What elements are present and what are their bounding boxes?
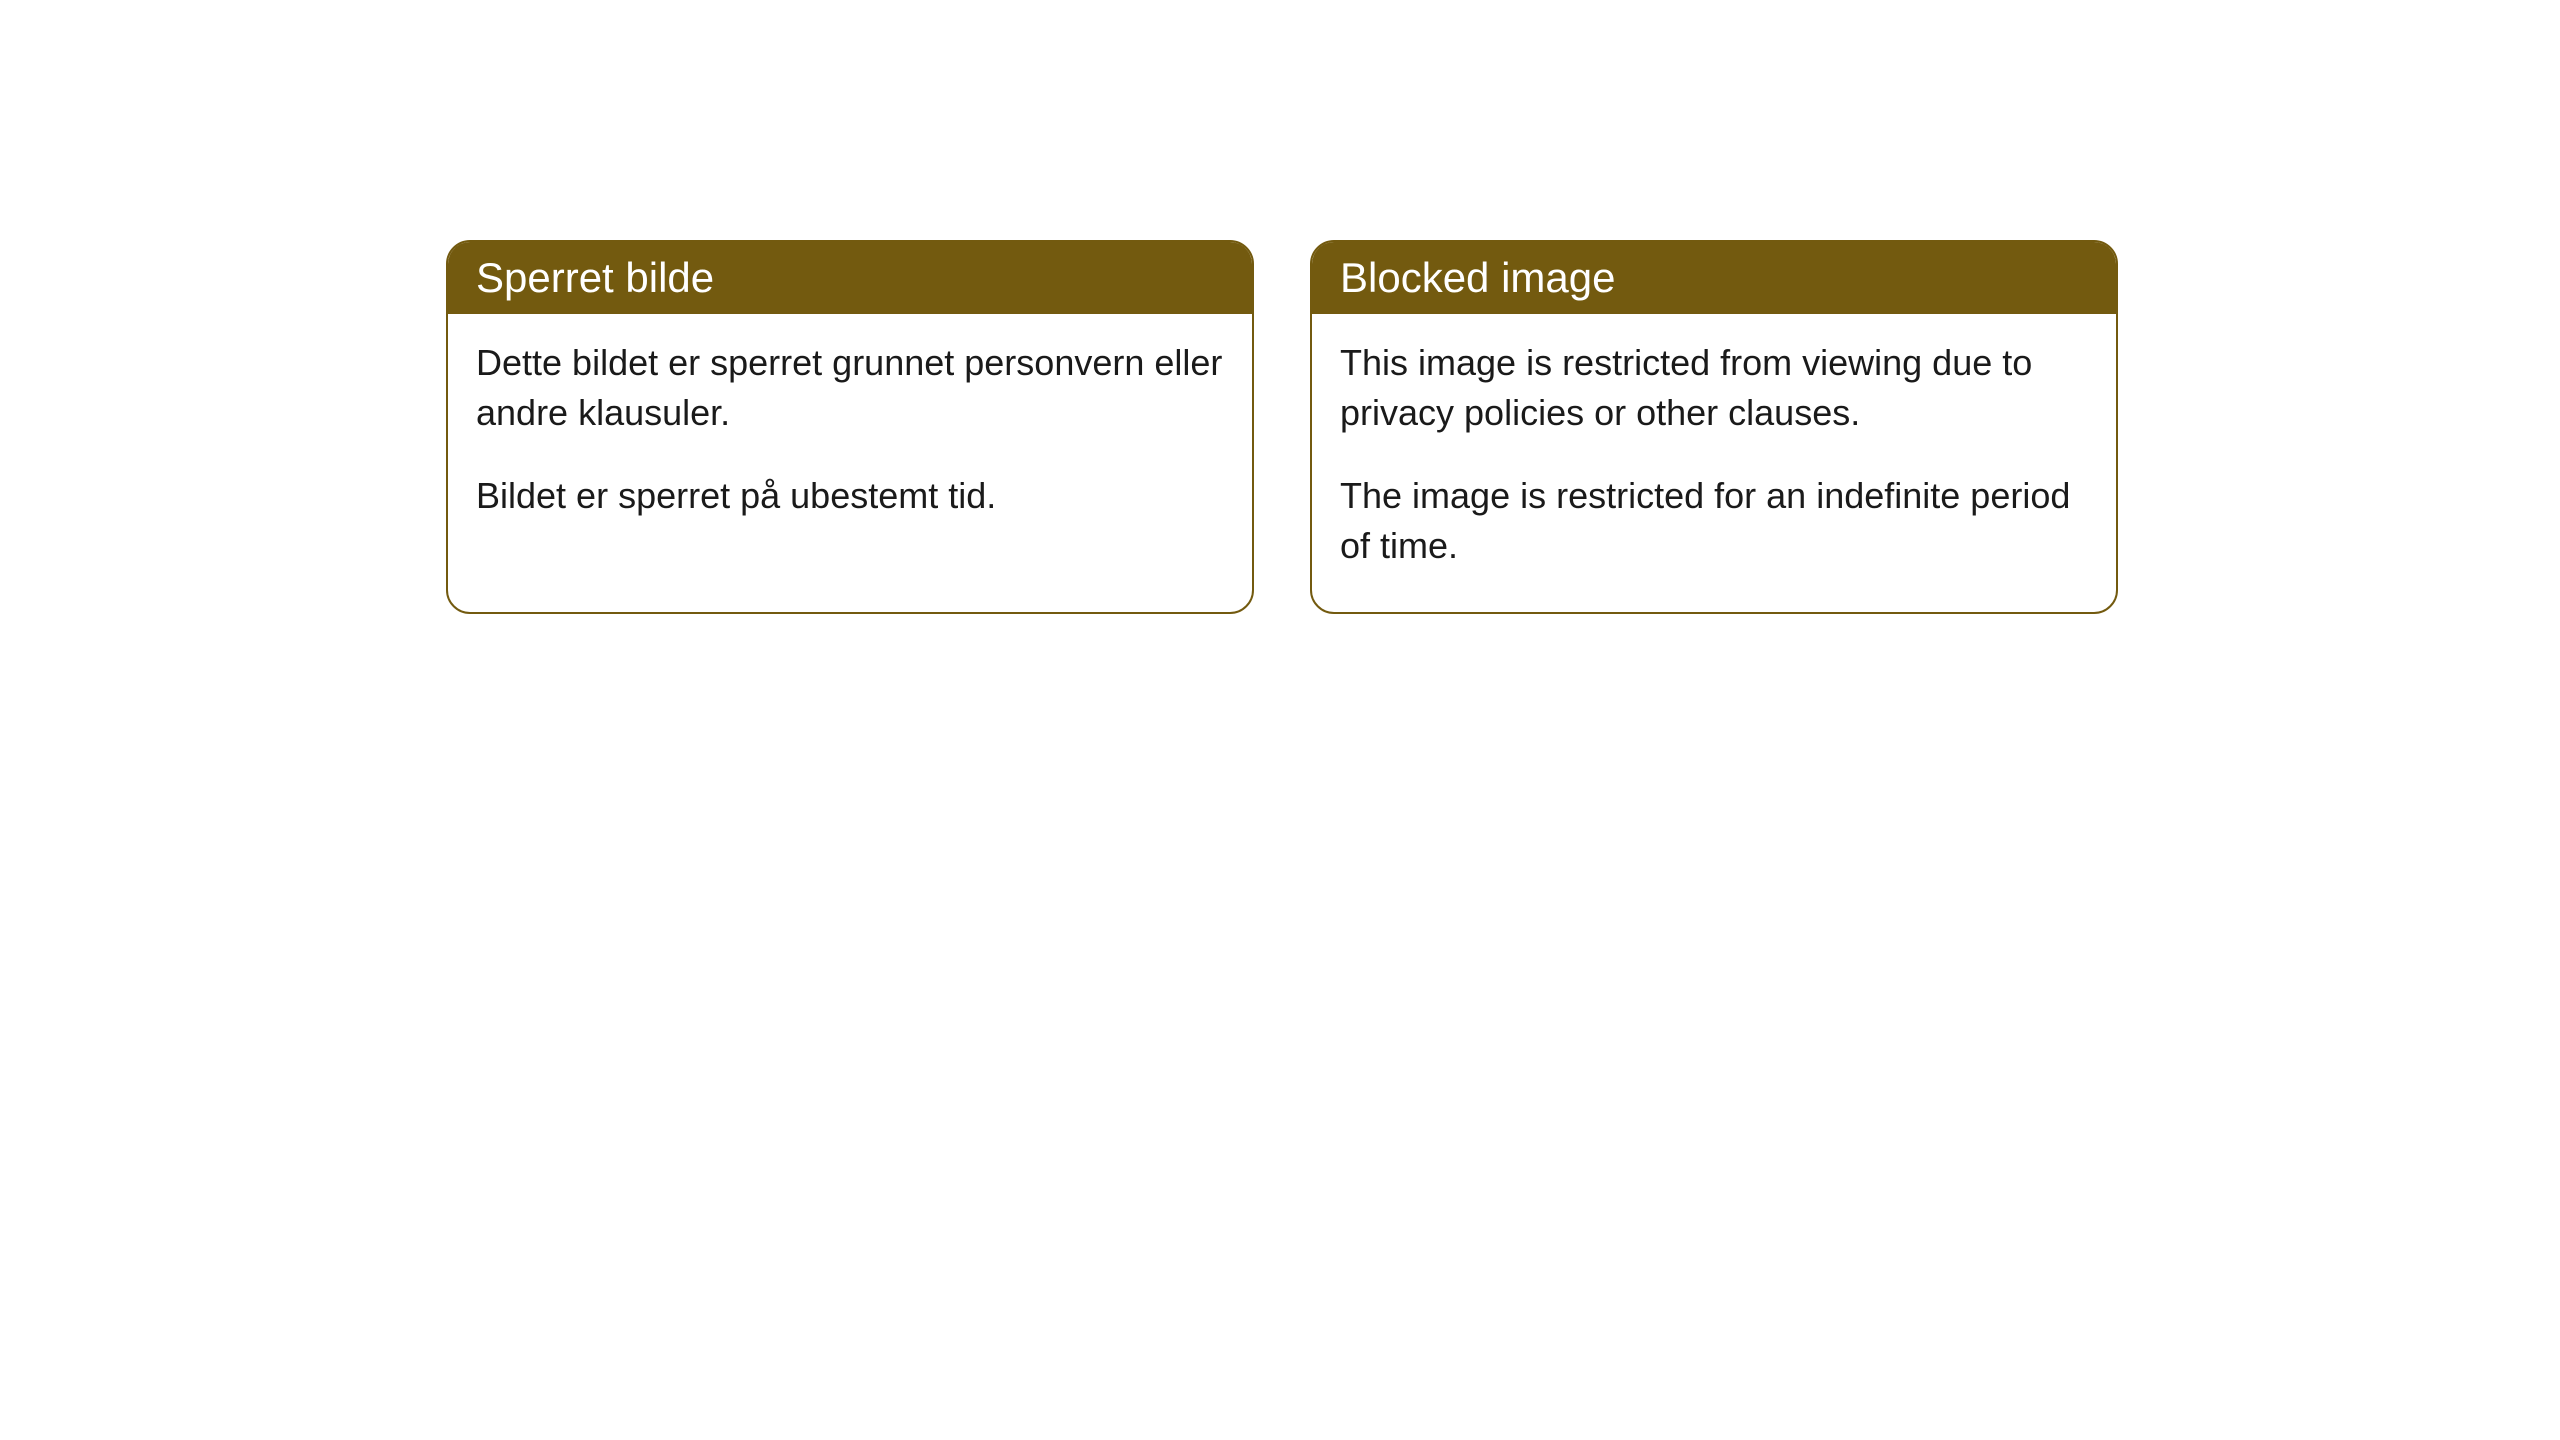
notice-header: Blocked image [1312,242,2116,314]
notice-header: Sperret bilde [448,242,1252,314]
notice-paragraph-1: Dette bildet er sperret grunnet personve… [476,338,1224,439]
notice-title: Sperret bilde [476,254,714,301]
notice-card-english: Blocked image This image is restricted f… [1310,240,2118,614]
notice-paragraph-2: The image is restricted for an indefinit… [1340,471,2088,572]
notice-title: Blocked image [1340,254,1615,301]
notice-body: This image is restricted from viewing du… [1312,314,2116,612]
notice-card-norwegian: Sperret bilde Dette bildet er sperret gr… [446,240,1254,614]
notice-body: Dette bildet er sperret grunnet personve… [448,314,1252,561]
notice-paragraph-2: Bildet er sperret på ubestemt tid. [476,471,1224,521]
notice-container: Sperret bilde Dette bildet er sperret gr… [0,0,2560,614]
notice-paragraph-1: This image is restricted from viewing du… [1340,338,2088,439]
